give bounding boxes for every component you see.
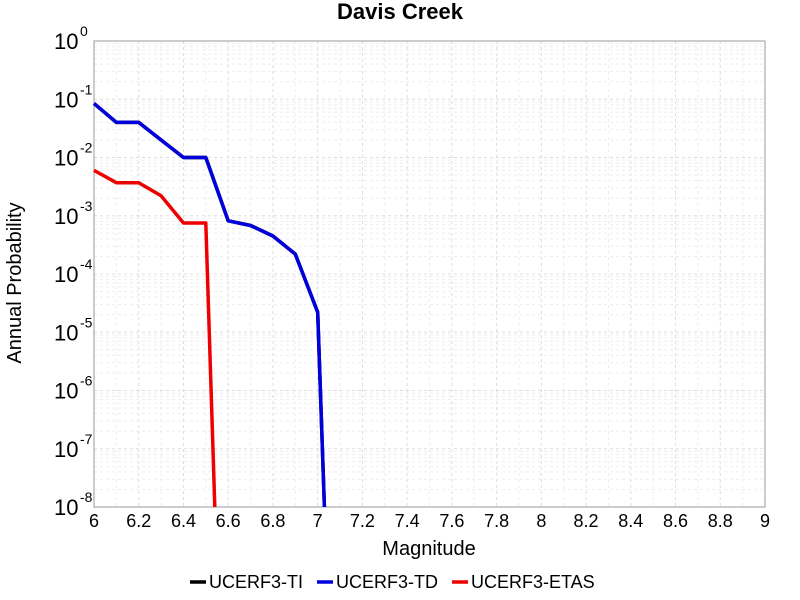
y-tick-base: 10 — [54, 437, 78, 462]
y-tick-label: 10 -5 — [54, 314, 93, 345]
y-tick-label: 10 -1 — [54, 81, 93, 112]
y-tick-base: 10 — [54, 379, 78, 404]
chart-title: Davis Creek — [337, 0, 464, 24]
x-tick-label: 7.4 — [395, 511, 420, 531]
legend-label: UCERF3-ETAS — [471, 572, 595, 592]
y-tick-label: 10 -7 — [54, 431, 93, 462]
x-tick-label: 8.2 — [574, 511, 599, 531]
y-tick-exponent: -7 — [80, 431, 93, 447]
x-tick-label: 8.6 — [663, 511, 688, 531]
series-line-ucerf3-etas — [93, 168, 217, 508]
x-axis-label: Magnitude — [382, 538, 475, 560]
y-tick-base: 10 — [54, 87, 78, 112]
x-tick-label: 6.4 — [171, 511, 196, 531]
y-tick-exponent: 0 — [80, 23, 88, 39]
y-tick-exponent: -6 — [80, 373, 93, 389]
legend-label: UCERF3-TI — [209, 572, 303, 592]
y-tick-exponent: -2 — [80, 140, 93, 156]
y-tick-exponent: -8 — [80, 489, 93, 505]
y-tick-base: 10 — [54, 495, 78, 520]
x-tick-label: 6.2 — [126, 511, 151, 531]
y-tick-base: 10 — [54, 320, 78, 345]
y-tick-label: 10 -2 — [54, 140, 93, 171]
y-tick-base: 10 — [54, 29, 78, 54]
y-tick-exponent: -1 — [80, 81, 93, 97]
series-line-ucerf3-td — [92, 102, 327, 508]
y-tick-label: 10 -8 — [54, 489, 93, 520]
x-tick-label: 8 — [536, 511, 546, 531]
x-tick-label: 6.8 — [260, 511, 285, 531]
series-group — [92, 102, 327, 508]
y-tick-label: 10 -4 — [54, 256, 93, 287]
y-tick-base: 10 — [54, 262, 78, 287]
x-tick-label: 7.6 — [439, 511, 464, 531]
x-tick-label: 9 — [760, 511, 770, 531]
legend: UCERF3-TI UCERF3-TD UCERF3-ETAS — [190, 572, 595, 592]
x-axis-ticks: 6 6.2 6.4 6.6 6.8 7 7.2 7.4 7.6 7.8 8 8.2 8.4 8.6 8.8 9 — [89, 511, 770, 531]
grid — [93, 40, 766, 508]
y-axis-label: Annual Probability — [4, 202, 26, 363]
x-tick-label: 7 — [313, 511, 323, 531]
y-tick-base: 10 — [54, 204, 78, 229]
y-tick-exponent: -4 — [80, 256, 93, 272]
legend-label: UCERF3-TD — [336, 572, 438, 592]
y-tick-label: 10 -6 — [54, 373, 93, 404]
y-tick-exponent: -5 — [80, 314, 93, 330]
y-tick-base: 10 — [54, 146, 78, 171]
x-tick-label: 8.4 — [618, 511, 643, 531]
x-tick-label: 6.6 — [216, 511, 241, 531]
x-tick-label: 8.8 — [708, 511, 733, 531]
x-tick-label: 7.8 — [484, 511, 509, 531]
plot-area — [93, 40, 766, 508]
y-tick-label: 10 -3 — [54, 198, 93, 229]
y-tick-exponent: -3 — [80, 198, 93, 214]
x-tick-label: 6 — [89, 511, 99, 531]
x-tick-label: 7.2 — [350, 511, 375, 531]
y-tick-label: 10 0 — [54, 23, 88, 54]
